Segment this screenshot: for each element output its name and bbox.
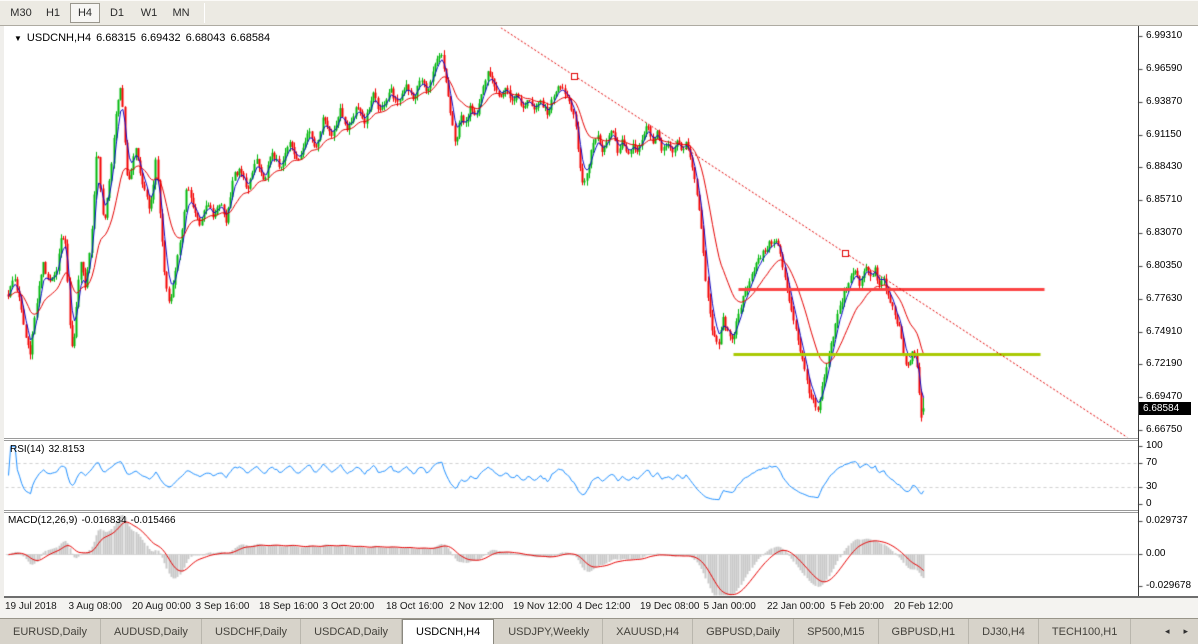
time-axis-label: 3 Aug 08:00 — [68, 601, 122, 612]
time-axis-label: 20 Feb 12:00 — [894, 601, 953, 612]
tab-dj30-h4[interactable]: DJ30,H4 — [969, 619, 1039, 644]
chart-ohlc-header: ▼ USDCNH,H4 6.68315 6.69432 6.68043 6.68584 — [14, 32, 275, 44]
time-axis-label: 19 Dec 08:00 — [640, 601, 700, 612]
tab-scroll-controls: ◂ ▸ — [1155, 619, 1198, 644]
rsi-value: 32.8153 — [48, 444, 85, 455]
timeframe-button-mn[interactable]: MN — [172, 7, 190, 19]
current-price-tag: 6.68584 — [1139, 402, 1191, 415]
time-axis-label: 5 Jan 00:00 — [703, 601, 756, 612]
time-axis-label: 19 Nov 12:00 — [513, 601, 573, 612]
macd-name: MACD(12,26,9) — [8, 515, 78, 526]
tab-tech100-h1[interactable]: TECH100,H1 — [1039, 619, 1132, 644]
chart-symbol-label: USDCNH,H4 — [26, 32, 92, 44]
tab-xauusd-h4[interactable]: XAUUSD,H4 — [603, 619, 694, 644]
macd-signal-value: -0.015466 — [130, 515, 176, 526]
tab-gbpusd-h1[interactable]: GBPUSD,H1 — [879, 619, 970, 644]
tab-usdjpy-weekly[interactable]: USDJPY,Weekly — [495, 619, 604, 644]
ohlc-open: 6.68315 — [96, 32, 136, 44]
ohlc-close: 6.68584 — [230, 32, 271, 44]
macd-header: MACD(12,26,9) -0.016834 -0.015466 — [8, 515, 180, 526]
time-axis-label: 5 Feb 20:00 — [830, 601, 884, 612]
rsi-name: RSI(14) — [10, 444, 45, 455]
timeframe-button-w1[interactable]: W1 — [140, 7, 158, 19]
tab-scroll-left-icon[interactable]: ◂ — [1164, 626, 1170, 636]
tab-usdcad-daily[interactable]: USDCAD,Daily — [301, 619, 403, 644]
tab-gbpusd-daily[interactable]: GBPUSD,Daily — [693, 619, 795, 644]
timeframe-button-m30[interactable]: M30 — [10, 7, 32, 19]
time-axis-label: 19 Jul 2018 — [5, 601, 57, 612]
chart-tab-bar: EURUSD,Daily AUDUSD,Daily USDCHF,Daily USDC… — [0, 618, 1198, 644]
chart-bottom-border — [4, 596, 1198, 598]
time-axis-label: 22 Jan 00:00 — [767, 601, 825, 612]
timeframe-button-h4[interactable]: H4 — [70, 3, 100, 23]
toolbar-separator — [204, 3, 205, 23]
tab-eurusd-daily[interactable]: EURUSD,Daily — [0, 619, 101, 644]
tab-sp500-m15[interactable]: SP500,M15 — [794, 619, 879, 644]
rsi-header: RSI(14) 32.8153 — [10, 444, 89, 455]
tab-usdcnh-h4[interactable]: USDCNH,H4 — [402, 619, 495, 644]
tab-scroll-right-icon[interactable]: ▸ — [1183, 626, 1188, 636]
time-axis-label: 2 Nov 12:00 — [449, 601, 504, 612]
pane-divider[interactable] — [4, 438, 1138, 441]
timeframe-button-d1[interactable]: D1 — [109, 7, 125, 19]
ohlc-low: 6.68043 — [185, 32, 226, 44]
time-axis-label: 3 Oct 20:00 — [322, 601, 375, 612]
timeframe-button-h1[interactable]: H1 — [45, 7, 61, 19]
macd-main-value: -0.016834 — [81, 515, 127, 526]
time-axis-label: 18 Sep 16:00 — [259, 601, 319, 612]
pane-divider[interactable] — [4, 510, 1138, 513]
timeframe-toolbar: M30 H1 H4 D1 W1 MN — [0, 0, 1198, 26]
time-axis-label: 3 Sep 16:00 — [195, 601, 250, 612]
ohlc-high: 6.69432 — [140, 32, 181, 44]
tab-usdchf-daily[interactable]: USDCHF,Daily — [202, 619, 302, 644]
symbol-dropdown-icon[interactable]: ▼ — [14, 34, 22, 43]
time-axis[interactable]: 19 Jul 2018 3 Aug 08:00 20 Aug 00:00 3 Sep … — [0, 598, 1198, 618]
time-axis-label: 20 Aug 00:00 — [132, 601, 191, 612]
tab-audusd-daily[interactable]: AUDUSD,Daily — [101, 619, 202, 644]
time-axis-label: 18 Oct 16:00 — [386, 601, 444, 612]
time-axis-label: 4 Dec 12:00 — [576, 601, 631, 612]
